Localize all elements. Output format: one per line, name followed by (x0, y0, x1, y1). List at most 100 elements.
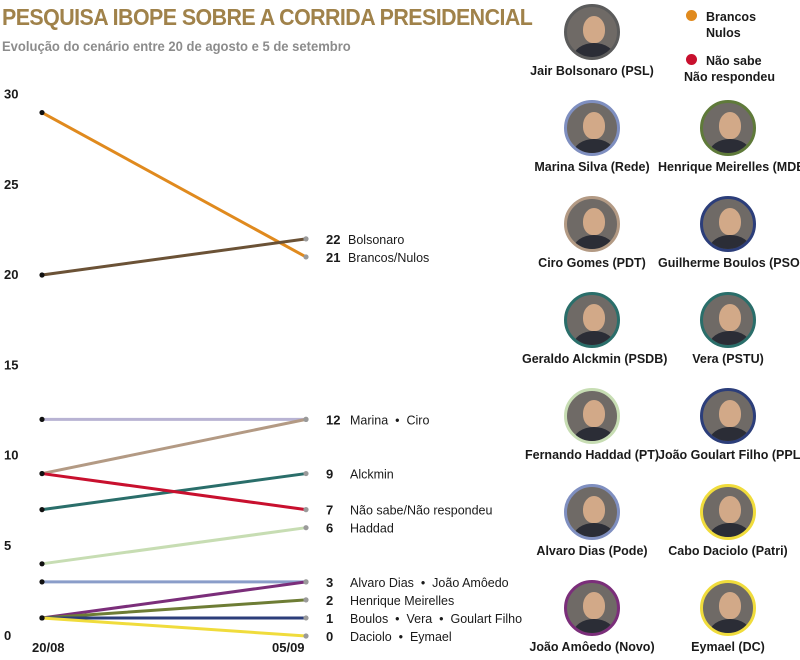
start-point (39, 272, 45, 278)
series-line (40, 472, 308, 512)
series-line (40, 526, 308, 566)
series-line (40, 616, 308, 638)
end-label: Alckmin (350, 468, 394, 482)
end-label: Henrique Meirelles (350, 594, 454, 608)
end-point (303, 254, 309, 260)
candidate-photo (700, 100, 756, 156)
start-point (39, 109, 45, 116)
candidate-photo (700, 388, 756, 444)
candidate-name: Marina Silva (Rede) (534, 160, 650, 174)
end-label: Brancos/Nulos (348, 251, 429, 265)
end-value: 6 (326, 521, 333, 536)
candidate-name: Ciro Gomes (PDT) (538, 256, 646, 270)
candidate-photo (700, 580, 756, 636)
end-value: 0 (326, 629, 333, 644)
series-line (40, 237, 308, 277)
candidate-photo (564, 388, 620, 444)
candidate-name: Jair Bolsonaro (PSL) (530, 64, 654, 78)
candidate-photo (564, 580, 620, 636)
y-tick-label: 25 (4, 177, 18, 192)
candidate-name: Guilherme Boulos (PSOL) (658, 256, 800, 270)
candidate-photo (700, 196, 756, 252)
candidate-name: Geraldo Alckmin (PSDB) (522, 352, 668, 366)
candidate-name: Eymael (DC) (691, 640, 765, 654)
end-value: 21 (326, 250, 340, 265)
legend-nao-sabe: Não sabe Não respondeu (684, 54, 775, 84)
end-label: Haddad (350, 522, 394, 536)
candidate-card: João Goulart Filho (PPL) (658, 388, 800, 462)
end-value: 1 (326, 611, 333, 626)
legend-dot-nao-sabe (686, 54, 697, 65)
page-subtitle: Evolução do cenário entre 20 de agosto e… (2, 38, 351, 54)
start-point (39, 507, 45, 513)
candidate-name: João Amôedo (Novo) (529, 640, 655, 654)
legend-dot-brancos (686, 10, 697, 21)
end-label: Boulos • Vera • Goulart Filho (350, 612, 522, 626)
candidate-name: Alvaro Dias (Pode) (536, 544, 648, 558)
start-point (39, 561, 45, 567)
candidate-card: João Amôedo (Novo) (522, 580, 662, 654)
candidate-name: Vera (PSTU) (692, 352, 764, 366)
x-tick-label: 05/09 (272, 640, 305, 655)
y-tick-label: 0 (4, 628, 11, 643)
end-point (303, 470, 309, 477)
candidate-name: Fernando Haddad (PT) (524, 448, 660, 462)
end-point (303, 597, 309, 603)
candidate-card: Alvaro Dias (Pode) (522, 484, 662, 558)
end-point (303, 416, 309, 422)
candidate-card: Ciro Gomes (PDT) (522, 196, 662, 270)
candidate-name: João Goulart Filho (PPL) (658, 448, 800, 462)
end-point (303, 615, 309, 621)
end-point (303, 579, 309, 585)
series-line (40, 417, 308, 476)
end-label: Bolsonaro (348, 233, 404, 247)
end-label: Alvaro Dias • João Amôedo (350, 576, 509, 590)
end-value: 9 (326, 467, 333, 482)
y-tick-label: 20 (4, 267, 18, 282)
candidate-card: Eymael (DC) (658, 580, 798, 654)
y-tick-label: 15 (4, 357, 18, 372)
start-point (39, 615, 45, 621)
end-point (303, 633, 309, 639)
y-tick-label: 30 (4, 87, 18, 102)
end-value: 12 (326, 412, 340, 427)
end-value: 22 (326, 232, 340, 247)
candidate-card: Guilherme Boulos (PSOL) (658, 196, 800, 270)
end-value: 2 (326, 593, 333, 608)
candidate-card: Cabo Daciolo (Patri) (658, 484, 798, 558)
candidate-photo (564, 484, 620, 540)
candidate-photo (564, 292, 620, 348)
candidate-name: Henrique Meirelles (MDB) (658, 160, 800, 174)
end-point (303, 236, 309, 242)
candidate-name: Cabo Daciolo (Patri) (668, 544, 788, 558)
candidate-card: Jair Bolsonaro (PSL) (522, 4, 662, 78)
start-point (39, 470, 45, 477)
end-label: Daciolo • Eymael (350, 630, 452, 644)
series-line (40, 598, 308, 620)
end-value: 3 (326, 575, 333, 590)
series-line (40, 580, 308, 620)
x-tick-label: 20/08 (32, 640, 65, 655)
candidate-photo (564, 100, 620, 156)
end-label: Marina • Ciro (350, 413, 429, 427)
candidate-card: Fernando Haddad (PT) (522, 388, 662, 462)
legend-brancos-nulos: Brancos Nulos (706, 10, 757, 40)
candidate-photo (700, 484, 756, 540)
y-tick-label: 10 (4, 448, 18, 463)
start-point (39, 416, 45, 422)
candidate-card: Vera (PSTU) (658, 292, 798, 366)
candidate-photo (564, 196, 620, 252)
end-point (303, 507, 309, 513)
end-label: Não sabe/Não respondeu (350, 504, 493, 518)
start-point (39, 579, 45, 585)
series-line (40, 111, 308, 259)
candidate-card: Marina Silva (Rede) (522, 100, 662, 174)
candidate-photo (700, 292, 756, 348)
candidate-card: Henrique Meirelles (MDB) (658, 100, 800, 174)
end-value: 7 (326, 503, 333, 518)
candidate-card: Geraldo Alckmin (PSDB) (522, 292, 668, 366)
end-point (303, 525, 309, 531)
page-title: PESQUISA IBOPE SOBRE A CORRIDA PRESIDENC… (2, 4, 533, 30)
candidate-photo (564, 4, 620, 60)
